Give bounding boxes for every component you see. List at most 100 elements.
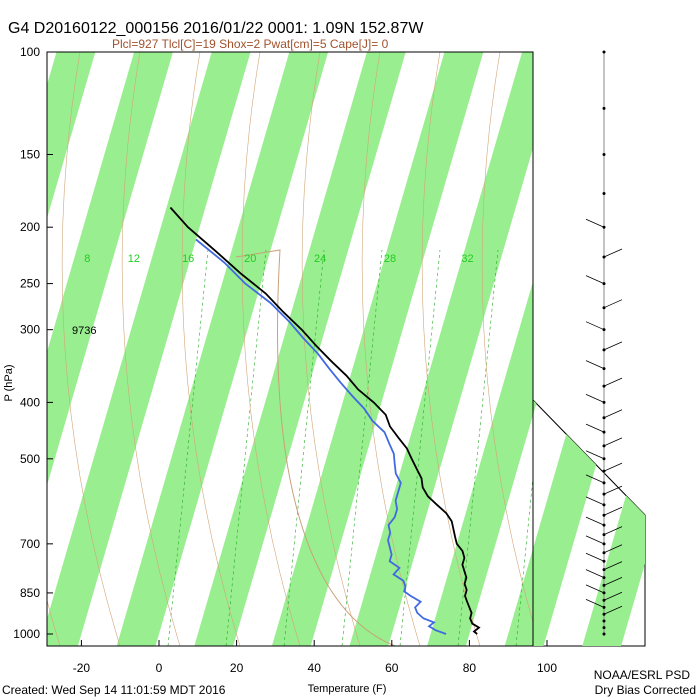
y-tick-label: 150 <box>20 147 40 161</box>
wind-barb <box>603 377 623 387</box>
dry-adiabat <box>662 52 700 646</box>
mixing-ratio-label: 32 <box>461 253 473 265</box>
wind-barb <box>603 437 623 447</box>
barb-dot <box>602 106 606 110</box>
x-tick-label: 40 <box>308 661 322 675</box>
mixing-ratio-line <box>283 249 325 646</box>
pressure-axis: 100 150 200 250 300 400 500 700 850 1000 <box>13 45 53 641</box>
y-axis-label: P (hPa) <box>3 364 15 401</box>
temperature-axis: -20 0 20 40 60 80 100 <box>73 640 557 675</box>
mixing-ratio-label: 28 <box>384 253 396 265</box>
wind-barb <box>585 496 605 506</box>
plot-frame <box>46 51 534 647</box>
reference-curve <box>235 249 396 646</box>
barb-dot <box>602 632 606 636</box>
chart-subtitle: Plcl=927 Tlcl[C]=19 Shox=2 Pwat[cm]=5 Ca… <box>112 37 389 51</box>
wind-barb <box>603 544 623 554</box>
isotherm-band <box>116 52 329 646</box>
mixing-ratio-label: 20 <box>244 253 256 265</box>
y-tick-label: 850 <box>20 586 40 600</box>
x-tick-label: 80 <box>463 661 477 675</box>
isotherm-band <box>47 52 96 219</box>
y-tick-label: 300 <box>20 323 40 337</box>
dry-adiabat <box>121 52 181 646</box>
mixing-ratio-line <box>399 249 441 646</box>
mixing-ratio-line <box>225 249 267 646</box>
wind-barb <box>603 299 623 309</box>
isotherm-band <box>271 52 484 646</box>
barb-dot <box>602 50 606 54</box>
x-tick-label: 100 <box>537 661 557 675</box>
y-tick-label: 500 <box>20 452 40 466</box>
wind-barb <box>603 462 623 472</box>
created-timestamp: Created: Wed Sep 14 11:01:59 MDT 2016 <box>2 683 226 697</box>
barb-dot <box>602 191 606 195</box>
dry-adiabat <box>361 52 421 646</box>
x-tick-label: 60 <box>385 661 399 675</box>
isotherm-band <box>47 52 173 486</box>
wind-barb <box>585 394 605 403</box>
wind-barb <box>585 218 605 228</box>
wind-barb <box>603 409 623 419</box>
temperature-trace <box>169 206 481 635</box>
dry-adiabat <box>61 52 121 646</box>
isotherm-band <box>644 0 700 700</box>
dry-adiabat <box>241 52 301 646</box>
isotherm-band <box>566 52 645 646</box>
wind-barb <box>585 552 605 562</box>
x-tick-label: 20 <box>230 661 244 675</box>
wind-barb <box>585 360 605 370</box>
wind-barb <box>603 605 623 615</box>
dry-adiabat <box>421 52 481 646</box>
mixing-ratio-line <box>167 249 209 646</box>
barb-dot <box>602 626 606 630</box>
wind-barb <box>585 535 605 545</box>
dry-adiabat <box>481 52 533 624</box>
isotherm-band <box>349 52 533 646</box>
wind-barb <box>603 591 623 601</box>
y-tick-label: 100 <box>20 45 40 59</box>
wind-barb <box>585 321 605 331</box>
wind-barb <box>585 423 605 433</box>
dry-adiabat <box>301 52 361 646</box>
y-tick-label: 200 <box>20 220 40 234</box>
mixing-ratio-labels: 8 12 16 20 24 28 32 <box>84 253 473 265</box>
y-tick-label: 400 <box>20 395 40 409</box>
isotherm-band <box>504 548 533 646</box>
barb-dot <box>602 152 606 156</box>
mixing-ratio-line <box>457 249 499 646</box>
wind-barb <box>603 341 623 351</box>
isotherm-band <box>47 52 251 646</box>
isotherm-band <box>644 52 645 646</box>
dry-adiabats <box>47 52 700 646</box>
mixing-ratio-label: 12 <box>128 253 140 265</box>
barb-dot <box>602 619 606 623</box>
isotherm-band <box>427 281 533 646</box>
wind-barb <box>585 584 605 594</box>
mixing-ratio-label: 16 <box>182 253 194 265</box>
mixing-ratio-label: 24 <box>314 253 326 265</box>
mixing-ratio-line <box>515 474 533 646</box>
dry-adiabat <box>181 52 241 646</box>
wind-barb <box>603 506 623 516</box>
dewpoint-trace <box>195 238 447 635</box>
x-tick-label: -20 <box>73 661 91 675</box>
mixing-ratio-label: 8 <box>84 253 90 265</box>
wind-barb <box>585 516 605 526</box>
mixing-ratio-line <box>341 249 383 646</box>
wind-barb <box>603 561 623 570</box>
y-tick-label: 250 <box>20 277 40 291</box>
wind-barb <box>585 275 605 284</box>
mixing-ratio-lines <box>167 249 533 646</box>
x-axis-label: Temperature (F) <box>308 683 387 695</box>
sounding-traces <box>169 206 481 635</box>
wind-barb <box>585 569 605 578</box>
wind-barb <box>603 485 623 495</box>
x-tick-label: 0 <box>156 661 163 675</box>
wind-barb <box>603 526 623 536</box>
wind-barb <box>585 599 605 608</box>
isotherm-band <box>194 52 406 646</box>
